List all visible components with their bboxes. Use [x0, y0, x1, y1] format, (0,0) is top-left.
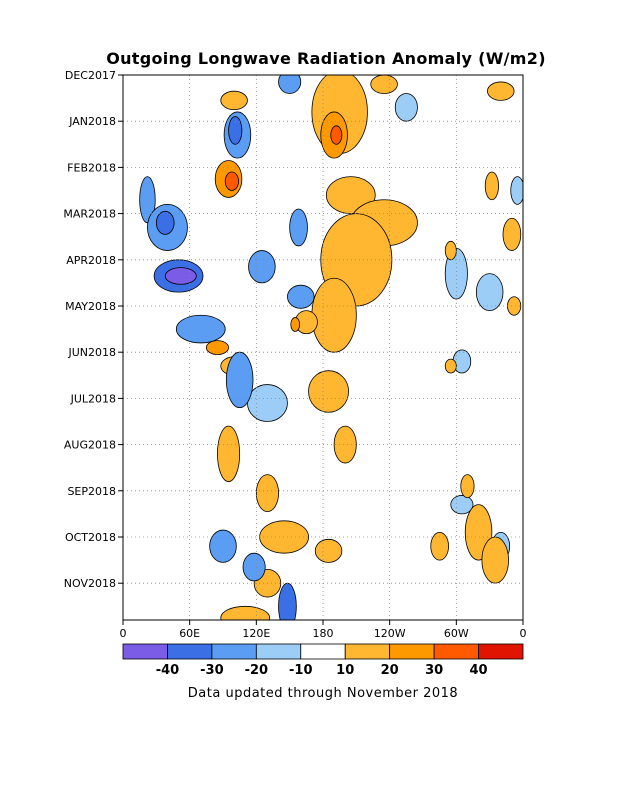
anomaly-region — [247, 384, 288, 422]
y-tick-label: JUL2018 — [70, 392, 116, 405]
anomaly-region — [217, 425, 241, 482]
anomaly-region — [224, 171, 239, 191]
anomaly-region — [290, 317, 301, 332]
anomaly-region — [314, 538, 343, 563]
anomaly-region — [394, 93, 418, 122]
grid-lines — [123, 75, 523, 620]
anomaly-region — [242, 552, 266, 582]
anomaly-region — [475, 273, 504, 312]
anomaly-region — [287, 284, 315, 309]
anomaly-region — [228, 116, 243, 145]
anomaly-region — [225, 351, 254, 409]
update-note: Data updated through November 2018 — [188, 686, 458, 701]
anomaly-field — [139, 75, 523, 620]
anomaly-region — [507, 296, 522, 316]
anomaly-region — [209, 529, 237, 563]
anomaly-region — [308, 370, 349, 413]
colorbar-swatch — [167, 643, 213, 660]
y-tick-label: SEP2018 — [67, 485, 116, 498]
anomaly-region — [311, 277, 357, 353]
x-tick-label: 0 — [520, 627, 527, 640]
anomaly-region — [481, 536, 509, 584]
anomaly-region — [460, 474, 475, 499]
anomaly-region — [487, 81, 515, 101]
anomaly-region — [333, 425, 357, 464]
y-tick-label: MAR2018 — [63, 208, 116, 221]
chart-title: Outgoing Longwave Radiation Anomaly (W/m… — [106, 49, 546, 68]
y-tick-label: JUN2018 — [67, 346, 116, 359]
anomaly-region — [255, 474, 279, 512]
anomaly-region — [175, 314, 226, 344]
y-tick-label: JAN2018 — [68, 115, 116, 128]
x-tick-label: 120W — [374, 627, 406, 640]
colorbar-label: -20 — [245, 663, 269, 678]
colorbar-label: 20 — [381, 663, 399, 678]
colorbar-label: -40 — [156, 663, 180, 678]
colorbar-swatch — [344, 643, 391, 660]
anomaly-region — [155, 210, 175, 235]
colorbar-label: 10 — [336, 663, 354, 678]
x-tick-label: 60E — [179, 627, 200, 640]
x-axis: 0 60E 120E 180 120W 60W 0 — [120, 620, 527, 640]
y-tick-label: APR2018 — [66, 254, 116, 267]
anomaly-region — [325, 176, 376, 214]
x-tick-label: 180 — [313, 627, 334, 640]
anomaly-region — [220, 605, 271, 620]
colorbar-swatch — [433, 643, 479, 660]
y-tick-label: NOV2018 — [64, 577, 116, 590]
colorbar-swatch — [122, 643, 168, 660]
x-tick-label: 0 — [120, 627, 127, 640]
y-tick-label: DEC2017 — [65, 69, 116, 82]
anomaly-region — [205, 340, 229, 355]
colorbar-label: 30 — [425, 663, 443, 678]
colorbar-swatch — [478, 643, 524, 660]
y-axis: DEC2017 JAN2018 FEB2018 MAR2018 APR2018 MAY20… — [63, 69, 123, 590]
colorbar-label: -10 — [289, 663, 313, 678]
anomaly-region — [444, 358, 457, 374]
anomaly-region — [484, 171, 499, 201]
anomaly-region — [278, 75, 302, 94]
anomaly-region — [430, 531, 449, 561]
y-tick-label: FEB2018 — [67, 161, 116, 174]
anomaly-region — [444, 240, 457, 261]
anomaly-region — [502, 217, 522, 251]
colorbar: -40 -30 -20 -10 10 20 30 40 — [122, 643, 524, 678]
anomaly-region — [510, 176, 523, 205]
colorbar-label: -30 — [200, 663, 224, 678]
y-tick-label: OCT2018 — [65, 531, 116, 544]
anomaly-region — [164, 267, 197, 285]
anomaly-region — [370, 75, 398, 94]
colorbar-swatch — [255, 643, 302, 660]
colorbar-swatch — [389, 643, 435, 660]
x-tick-label: 120E — [242, 627, 270, 640]
colorbar-swatch — [211, 643, 257, 660]
anomaly-region — [220, 90, 248, 111]
y-tick-label: MAY2018 — [65, 300, 116, 313]
anomaly-region — [289, 208, 308, 247]
colorbar-label: 40 — [470, 663, 488, 678]
colorbar-swatch — [300, 643, 346, 660]
anomaly-region — [330, 125, 343, 145]
anomaly-region — [248, 250, 276, 284]
anomaly-region — [450, 495, 474, 515]
y-tick-label: AUG2018 — [64, 439, 116, 452]
anomaly-region — [278, 582, 297, 620]
x-tick-label: 60W — [444, 627, 469, 640]
